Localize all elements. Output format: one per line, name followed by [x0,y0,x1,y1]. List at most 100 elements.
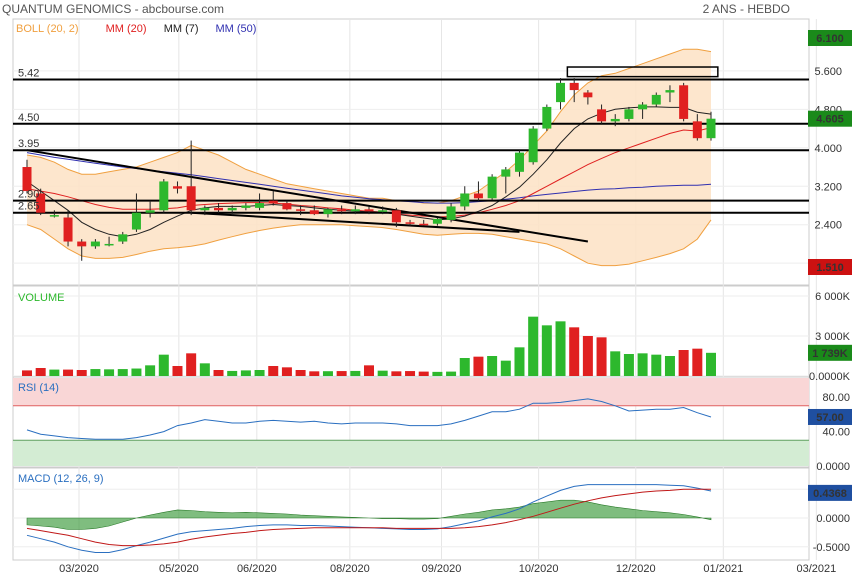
volume-bar [131,368,142,376]
macd-histogram [26,499,712,530]
candle-body [104,243,114,246]
legend-entry: MM (50) [216,23,257,35]
rsi-line [26,398,712,440]
volume-bar [336,371,347,376]
candle-body [323,209,333,215]
legend-entry: BOLL (20, 2) [16,23,79,35]
candle-body [36,193,46,213]
rsi-badge: 57.00 [816,412,844,424]
volume-bar [582,336,593,376]
volume-bar [63,369,74,376]
volume-bar [213,370,224,376]
candle-body [145,210,155,213]
volume-bar [295,370,306,376]
trendline [191,211,520,233]
candle-body [337,209,347,212]
volume-y-tick: 0.0000K [809,371,851,383]
volume-bar [35,368,46,376]
candle-body [597,109,607,122]
macd-panel-frame [12,467,810,561]
candle-body [77,241,87,247]
candle-body [22,167,32,192]
level-label: 3.95 [18,138,39,150]
candle-body [473,193,483,199]
price-last-badge-bg [808,110,852,127]
x-tick-label: 09/2020 [422,563,462,575]
candle-body [309,210,319,215]
volume-bar [487,356,498,376]
volume-bar [309,371,320,376]
resistance-rectangle [566,66,719,78]
level-label: 4.50 [18,112,39,124]
price-y-tick: 2.400 [814,220,842,232]
price-y-tick: 3.200 [814,181,842,193]
macd-badge-bg [808,484,852,501]
candle-body [432,218,442,224]
volume-bar [117,369,128,376]
volume-bar [706,352,716,376]
price-high-badge: 6.100 [816,33,844,45]
x-tick-label: 05/2020 [159,563,199,575]
rsi-overbought-zone [13,378,809,406]
rsi-oversold-zone [13,440,809,466]
bollinger-band [27,49,711,266]
volume-bar [145,365,156,376]
level-label: 2.65 [18,201,39,213]
volume-bar [569,327,580,376]
candle-body [391,210,401,223]
volume-bar [90,369,101,376]
candle-body [186,186,196,211]
chart-title: QUANTUM GENOMICS - abcbourse.com [2,2,225,16]
candle-body [172,186,182,189]
candle-body [159,181,169,211]
x-tick-label: 06/2020 [237,563,277,575]
volume-bar [49,369,60,376]
volume-bar [199,363,210,376]
volume-bar [405,371,416,376]
x-tick-label: 10/2020 [519,563,559,575]
candle-body [378,210,388,212]
candle-body [556,82,566,103]
candle-body [528,128,538,163]
macd-badge: 0.4368 [813,488,847,500]
volume-badge: 1 739K [812,348,848,360]
volume-bar [322,371,333,376]
volume-badge-bg [808,344,852,361]
volume-y-tick: 3 000K [815,331,851,343]
price-y-tick: 5.600 [814,66,842,78]
volume-bar [637,353,648,376]
volume-bar [76,370,87,376]
volume-bar [364,365,374,376]
bollinger-lower-line [26,219,712,267]
volume-bar [610,351,621,376]
volume-bar [186,353,197,376]
candle-body [583,92,593,98]
candle-body [487,176,497,199]
volume-bar [268,366,279,376]
legend-entry: MM (20) [106,23,147,35]
volume-bar [281,367,292,376]
volume-bar [664,356,675,376]
volume-bar [528,316,539,376]
candle-body [446,206,456,220]
rsi-title: RSI (14) [18,382,59,394]
candle-body [610,118,620,122]
candle-body [255,203,265,208]
volume-bar [500,360,511,376]
candle-body [200,207,210,211]
price-low-badge: 1.510 [816,262,844,274]
level-label: 2.90 [18,189,39,201]
candle-body [364,209,374,212]
candle-body [214,207,224,211]
candle-body [624,109,634,119]
candle-body [282,203,292,210]
candle-body [706,118,716,139]
x-tick-label: 01/2021 [703,563,743,575]
volume-bar [555,321,566,376]
x-tick-label: 12/2020 [616,563,656,575]
volume-panel-frame [12,285,810,377]
price-last-badge: 4.605 [816,114,844,126]
volume-bar [158,354,169,376]
volume-bar [377,370,388,376]
candle-body [514,152,524,172]
